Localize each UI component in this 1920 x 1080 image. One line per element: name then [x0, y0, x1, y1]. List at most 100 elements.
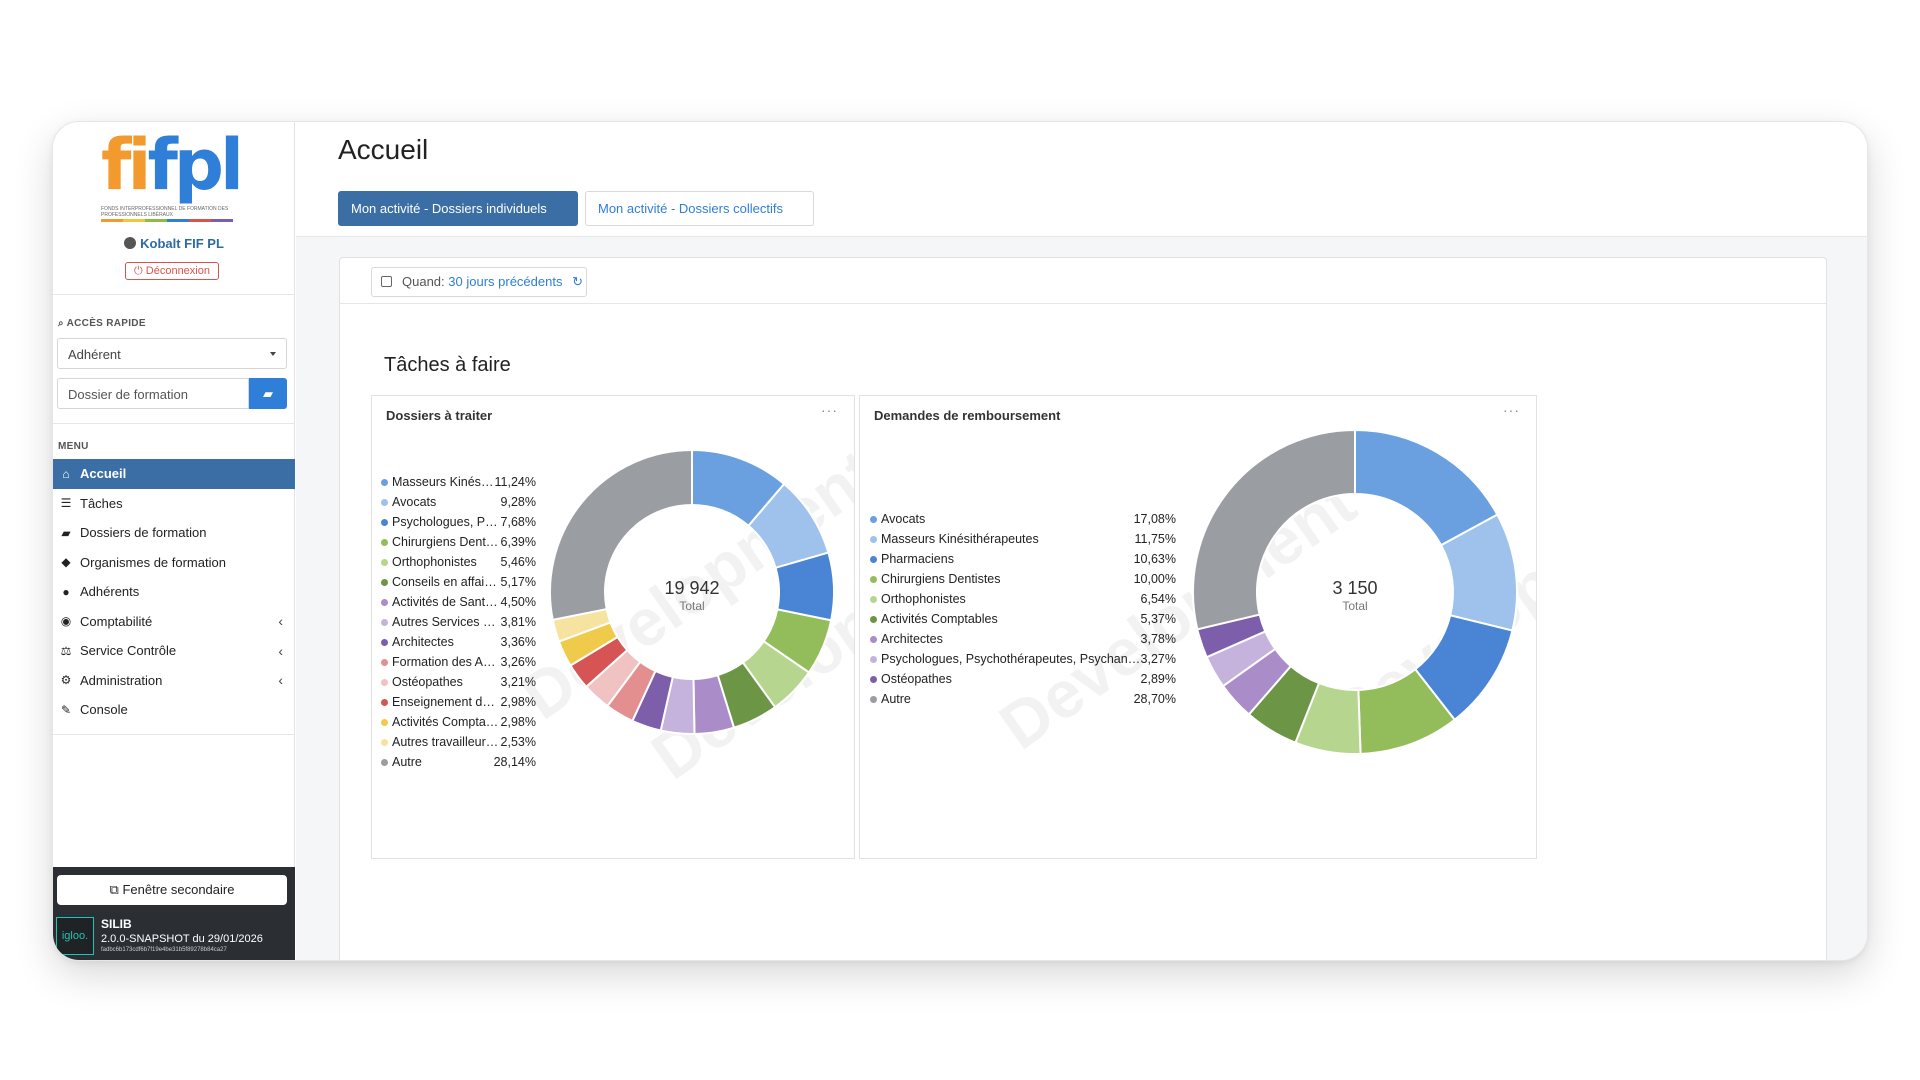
build-hash: fadbc6b173cdf6b7f19e4be31b5f89278b84ca27	[101, 947, 227, 953]
legend-item[interactable]: Orthophonistes 6,54%	[870, 589, 1176, 609]
menu-label: MENU	[58, 441, 89, 452]
graduation-cap-icon: ◆	[61, 555, 71, 570]
chevron-left-icon[interactable]: ‹	[278, 642, 283, 659]
chart-title: Dossiers à traiter	[386, 408, 493, 423]
legend-item[interactable]: Avocats 9,28%	[381, 492, 536, 512]
section-title: Tâches à faire	[384, 354, 511, 376]
chart-card-remboursement: Demandes de remboursement ··· Developmen…	[859, 395, 1537, 859]
legend-item[interactable]: Activités Comptables 5,37%	[870, 609, 1176, 629]
legend-item[interactable]: Architectes 3,78%	[870, 629, 1176, 649]
fifpl-logo[interactable]: fifpl FONDS INTERPROFESSIONNEL DE FORMAT…	[101, 128, 245, 228]
legend-item[interactable]: Autres travailleurs ... 2,53%	[381, 732, 536, 752]
legend-item[interactable]: Psychologues, Psychothérapeutes, Psychan…	[870, 649, 1176, 669]
chevron-left-icon[interactable]: ‹	[278, 672, 283, 689]
legend-label: Autre	[392, 755, 422, 769]
legend-label: Chirurgiens Dentis...	[392, 535, 501, 549]
sidebar-item-label: Dossiers de formation	[80, 525, 207, 541]
chart-legend: Avocats 17,08% Masseurs Kinésithérapeutes 1…	[870, 509, 1176, 709]
sidebar-item-home[interactable]: ⌂ Accueil	[53, 459, 295, 489]
dossier-search-input[interactable]: Dossier de formation	[57, 378, 249, 409]
legend-percent: 3,21%	[500, 675, 536, 689]
sidebar-item-cogs[interactable]: ⚙ Administration ‹	[53, 666, 295, 696]
legend-percent: 17,08%	[1133, 512, 1176, 526]
legend-label: Formation des Adu...	[392, 655, 501, 669]
sidebar-item-graduation-cap[interactable]: ◆ Organismes de formation	[53, 548, 295, 578]
sidebar-item-piggy-bank[interactable]: ◉ Comptabilité ‹	[53, 607, 295, 637]
igloo-logo: igloo.	[56, 917, 94, 955]
more-options-icon[interactable]: ···	[1503, 402, 1520, 418]
legend-item[interactable]: Orthophonistes 5,46%	[381, 552, 536, 572]
legend-marker	[870, 635, 877, 643]
quick-access-label: ⌕ ACCÈS RAPIDE	[58, 318, 146, 329]
legend-percent: 3,27%	[1140, 652, 1176, 666]
legend-item[interactable]: Psychologues, Psyc...7,68%	[381, 512, 536, 532]
sidebar-item-user[interactable]: ● Adhérents	[53, 577, 295, 607]
user-name[interactable]: Kobalt FIF PL	[53, 236, 295, 251]
tab-dossiers-collectifs[interactable]: Mon activité - Dossiers collectifs	[585, 191, 814, 226]
legend-item[interactable]: Conseils en affaire... 5,17%	[381, 572, 536, 592]
legend-marker	[381, 598, 388, 606]
legend-item[interactable]: Avocats 17,08%	[870, 509, 1176, 529]
legend-label: Enseignement de d...	[392, 695, 501, 709]
legend-label: Architectes	[392, 635, 454, 649]
tab-dossiers-individuels[interactable]: Mon activité - Dossiers individuels	[338, 191, 578, 226]
legend-marker	[870, 535, 877, 543]
legend-item[interactable]: Ostéopathes 3,21%	[381, 672, 536, 692]
legend-item[interactable]: Activités de Santé ... 4,50%	[381, 592, 536, 612]
quick-access-select[interactable]: Adhérent	[57, 338, 287, 369]
filter-bar: Quand: 30 jours précédents ↻	[340, 258, 1826, 304]
date-filter[interactable]: Quand: 30 jours précédents ↻	[371, 267, 587, 297]
legend-percent: 2,98%	[500, 695, 536, 709]
list-icon: ☰	[60, 496, 72, 511]
sidebar-item-list[interactable]: ☰ Tâches	[53, 489, 295, 519]
legend-marker	[381, 758, 388, 766]
legend-label: Activités de Santé ...	[392, 595, 501, 609]
refresh-icon[interactable]: ↻	[572, 274, 583, 289]
legend-marker	[381, 538, 388, 546]
legend-marker	[381, 638, 388, 646]
secondary-window-button[interactable]: ⧉ Fenêtre secondaire	[57, 875, 287, 905]
sidebar-item-wrench[interactable]: ✎ Console	[53, 695, 295, 725]
divider	[53, 423, 295, 424]
quick-access-search: Dossier de formation ▰	[57, 378, 287, 409]
cogs-icon: ⚙	[60, 673, 72, 688]
legend-item[interactable]: Pharmaciens 10,63%	[870, 549, 1176, 569]
legend-label: Pharmaciens	[881, 552, 954, 566]
window-icon: ⧉	[109, 882, 119, 897]
sidebar-item-scale[interactable]: ⚖ Service Contrôle ‹	[53, 636, 295, 666]
main-menu: ⌂ Accueil ☰ Tâches ▰ Dossiers de formation ◆ Or…	[53, 459, 295, 725]
donut-slice[interactable]	[549, 448, 693, 622]
legend-marker	[870, 555, 877, 563]
legend-item[interactable]: Autre 28,70%	[870, 689, 1176, 709]
legend-percent: 5,17%	[500, 575, 536, 589]
legend-item[interactable]: Autres Services Pe... 3,81%	[381, 612, 536, 632]
legend-item[interactable]: Activités Comptab... 2,98%	[381, 712, 536, 732]
legend-item[interactable]: Masseurs Kinésithérapeutes 11,75%	[870, 529, 1176, 549]
donut-slice[interactable]	[1192, 428, 1356, 631]
legend-percent: 9,28%	[500, 495, 536, 509]
chart-total-label: Total	[1342, 599, 1367, 613]
legend-marker	[381, 518, 388, 526]
main-content: Accueil Mon activité - Dossiers individu…	[296, 122, 1867, 960]
legend-percent: 6,54%	[1140, 592, 1176, 606]
legend-item[interactable]: Autre 28,14%	[381, 752, 536, 772]
sidebar-item-label: Accueil	[80, 466, 127, 482]
legend-item[interactable]: Ostéopathes 2,89%	[870, 669, 1176, 689]
search-icon: ⌕	[58, 318, 64, 329]
legend-item[interactable]: Formation des Adu... 3,26%	[381, 652, 536, 672]
legend-percent: 6,39%	[500, 535, 536, 549]
sidebar-item-folder[interactable]: ▰ Dossiers de formation	[53, 518, 295, 548]
chevron-left-icon[interactable]: ‹	[278, 613, 283, 630]
legend-label: Psychologues, Psychothérapeutes, Psychan…	[881, 652, 1141, 666]
page-title: Accueil	[338, 134, 429, 165]
logout-button[interactable]: ⏻ Déconnexion	[125, 262, 219, 280]
legend-item[interactable]: Enseignement de d... 2,98%	[381, 692, 536, 712]
more-options-icon[interactable]: ···	[821, 402, 838, 418]
legend-item[interactable]: Masseurs Kinésit... 11,24%	[381, 472, 536, 492]
legend-item[interactable]: Chirurgiens Dentistes 10,00%	[870, 569, 1176, 589]
legend-label: Activités Comptables	[881, 612, 998, 626]
legend-item[interactable]: Architectes 3,36%	[381, 632, 536, 652]
folder-open-button[interactable]: ▰	[249, 378, 287, 409]
chart-legend: Masseurs Kinésit... 11,24% Avocats 9,28% Psy…	[381, 472, 536, 772]
legend-item[interactable]: Chirurgiens Dentis... 6,39%	[381, 532, 536, 552]
